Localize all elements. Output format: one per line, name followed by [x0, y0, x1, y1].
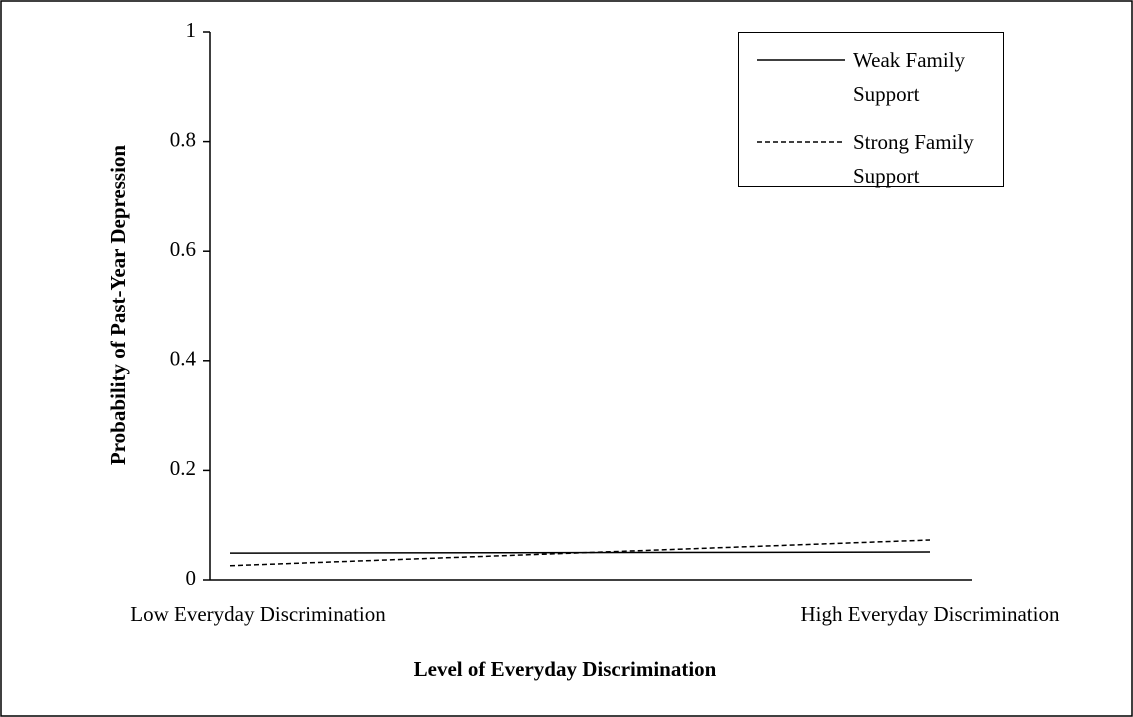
legend: Weak Family Support Strong Family Support	[738, 32, 1004, 188]
legend-label: Strong Family Support	[853, 130, 974, 188]
y-tick-label: 0	[186, 566, 197, 590]
y-tick-label: 0.6	[170, 237, 196, 261]
x-tick-label: Low Everyday Discrimination	[130, 602, 386, 626]
legend-swatch	[757, 141, 845, 143]
x-tick-label: High Everyday Discrimination	[801, 602, 1060, 626]
y-tick-label: 1	[186, 18, 197, 42]
series-line	[229, 551, 931, 554]
legend-label: Weak Family Support	[853, 48, 966, 106]
y-axis-label: Probability of Past-Year Depression	[106, 145, 130, 466]
series-line	[229, 539, 931, 567]
legend-swatch	[757, 59, 845, 61]
y-tick-label: 0.8	[170, 127, 196, 151]
legend-entry: Weak Family Support	[757, 43, 1003, 111]
y-tick-label: 0.2	[170, 456, 196, 480]
legend-entry: Strong Family Support	[757, 125, 1003, 193]
x-axis-label: Level of Everyday Discrimination	[414, 657, 717, 681]
y-tick-label: 0.4	[170, 347, 197, 371]
